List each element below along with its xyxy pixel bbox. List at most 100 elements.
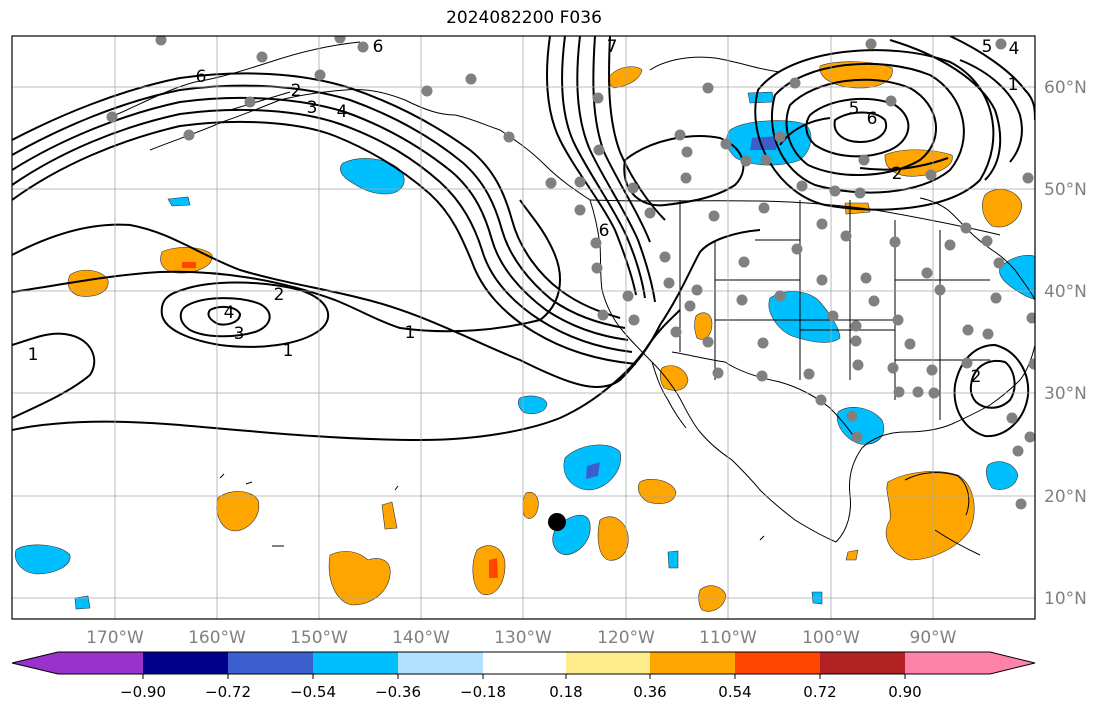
shade-blue-13 [747, 91, 775, 104]
shade-orange-14 [982, 188, 1023, 228]
contour-label: 1 [28, 345, 39, 365]
map-frame [11, 35, 1036, 620]
colorbar-segment [58, 652, 143, 674]
contour-jet-3 [12, 96, 629, 341]
coastlines [114, 41, 1035, 556]
contour-low-5 [805, 97, 910, 158]
shade-blue-small-1 [167, 196, 191, 207]
contour-se-1 [953, 343, 1030, 438]
contour-bottom [12, 309, 681, 442]
contour-label: 2 [274, 285, 285, 305]
colorbar-tick-label: −0.72 [205, 683, 251, 701]
station-dots [106, 36, 1035, 510]
contour-label: 2 [971, 367, 982, 387]
contour-label: 4 [337, 102, 348, 122]
shade-orange-16 [884, 149, 953, 177]
contour-east-3 [889, 39, 1002, 181]
lon-label: 140°W [392, 628, 450, 648]
contour-se-2 [969, 360, 1016, 409]
colorbar-tick-label: −0.18 [460, 683, 506, 701]
colorbar-extend-min [12, 652, 58, 674]
colorbar-segment [228, 652, 313, 674]
colorbar-tick-label: 0.18 [549, 683, 582, 701]
shade-red-1 [182, 262, 196, 268]
shade-blue-11 [986, 461, 1019, 490]
lat-label: 10°N [1044, 589, 1087, 609]
contour-jet-4 [12, 108, 633, 353]
contour-label: 7 [607, 37, 618, 57]
coast-westus [589, 199, 837, 543]
contour-jet-5 [12, 120, 637, 365]
colorbar: −0.90 −0.72 −0.54 −0.36 −0.18 0.18 0.36 … [11, 651, 1036, 701]
shade-purple-3 [586, 462, 600, 479]
islands [219, 473, 765, 547]
storm-center-marker [548, 513, 566, 531]
contour-jet-1 [12, 72, 621, 319]
contour-label: 4 [224, 303, 235, 323]
colorbar-segment [566, 652, 650, 674]
lon-label: 120°W [597, 628, 655, 648]
contour-1-west [12, 199, 561, 333]
contour-low-6 [833, 111, 888, 144]
coast-east [919, 197, 1035, 301]
colorbar-tick-label: −0.90 [120, 683, 166, 701]
contour-north-2 [561, 36, 646, 299]
shade-blue-12 [999, 255, 1035, 300]
shade-orange-11 [659, 365, 689, 391]
colorbar-segment [313, 652, 398, 674]
contour-jet-2 [12, 84, 626, 329]
contour-1-outer [12, 223, 761, 388]
shade-red-4 [489, 558, 498, 578]
contour-label: 3 [307, 98, 318, 118]
contour-1-loop [12, 332, 96, 419]
contour-label: 6 [373, 37, 384, 57]
colorbar-tick-label: 0.90 [888, 683, 921, 701]
contour-north-3 [576, 36, 656, 303]
colorbar-tick-label: −0.36 [375, 683, 421, 701]
shaded-regions [15, 61, 1035, 612]
lon-label: 90°W [910, 628, 957, 648]
contour-east-2 [959, 59, 1023, 163]
shade-orange-4 [472, 545, 506, 595]
border-us-canada [589, 199, 1001, 236]
contour-4 [207, 305, 242, 326]
contour-north-5 [608, 36, 666, 221]
lat-label: 40°N [1044, 282, 1087, 302]
colorbar-tick-label: 0.54 [718, 683, 751, 701]
shade-blue-2 [518, 395, 548, 415]
shade-blue-7 [667, 550, 679, 569]
coast-baja [651, 361, 687, 429]
lon-label: 130°W [494, 628, 552, 648]
colorbar-segment [483, 652, 566, 674]
graticule [12, 36, 1035, 619]
shade-blue-6 [74, 595, 91, 610]
lat-label: 60°N [1044, 78, 1087, 98]
lat-label: 30°N [1044, 384, 1087, 404]
colorbar-tick-label: −0.54 [290, 683, 336, 701]
colorbar-segment [820, 652, 905, 674]
lat-label: 20°N [1044, 487, 1087, 507]
contour-label: 1 [283, 341, 294, 361]
colorbar-outline [11, 651, 1036, 675]
lon-label: 110°W [699, 628, 757, 648]
coast-gulf [835, 344, 1035, 543]
shade-orange-10 [698, 585, 727, 612]
contour-2 [160, 281, 330, 348]
border-us-mexico [671, 351, 856, 439]
colorbar-tick-label: 0.72 [803, 683, 836, 701]
contour-label: 5 [849, 99, 860, 119]
contour-label: 1 [1008, 75, 1019, 95]
shade-orange-3 [597, 516, 629, 561]
contour-label: 3 [234, 324, 245, 344]
colorbar-extend-max [990, 652, 1035, 674]
contour-3 [179, 297, 271, 338]
coast-hudson [649, 56, 781, 73]
lat-label: 50°N [1044, 180, 1087, 200]
lon-label: 150°W [290, 628, 348, 648]
states [679, 200, 990, 420]
contour-low-3 [770, 62, 965, 194]
contour-label: 2 [892, 164, 903, 184]
contour-low-2 [754, 49, 995, 211]
shade-orange-7 [381, 501, 398, 530]
